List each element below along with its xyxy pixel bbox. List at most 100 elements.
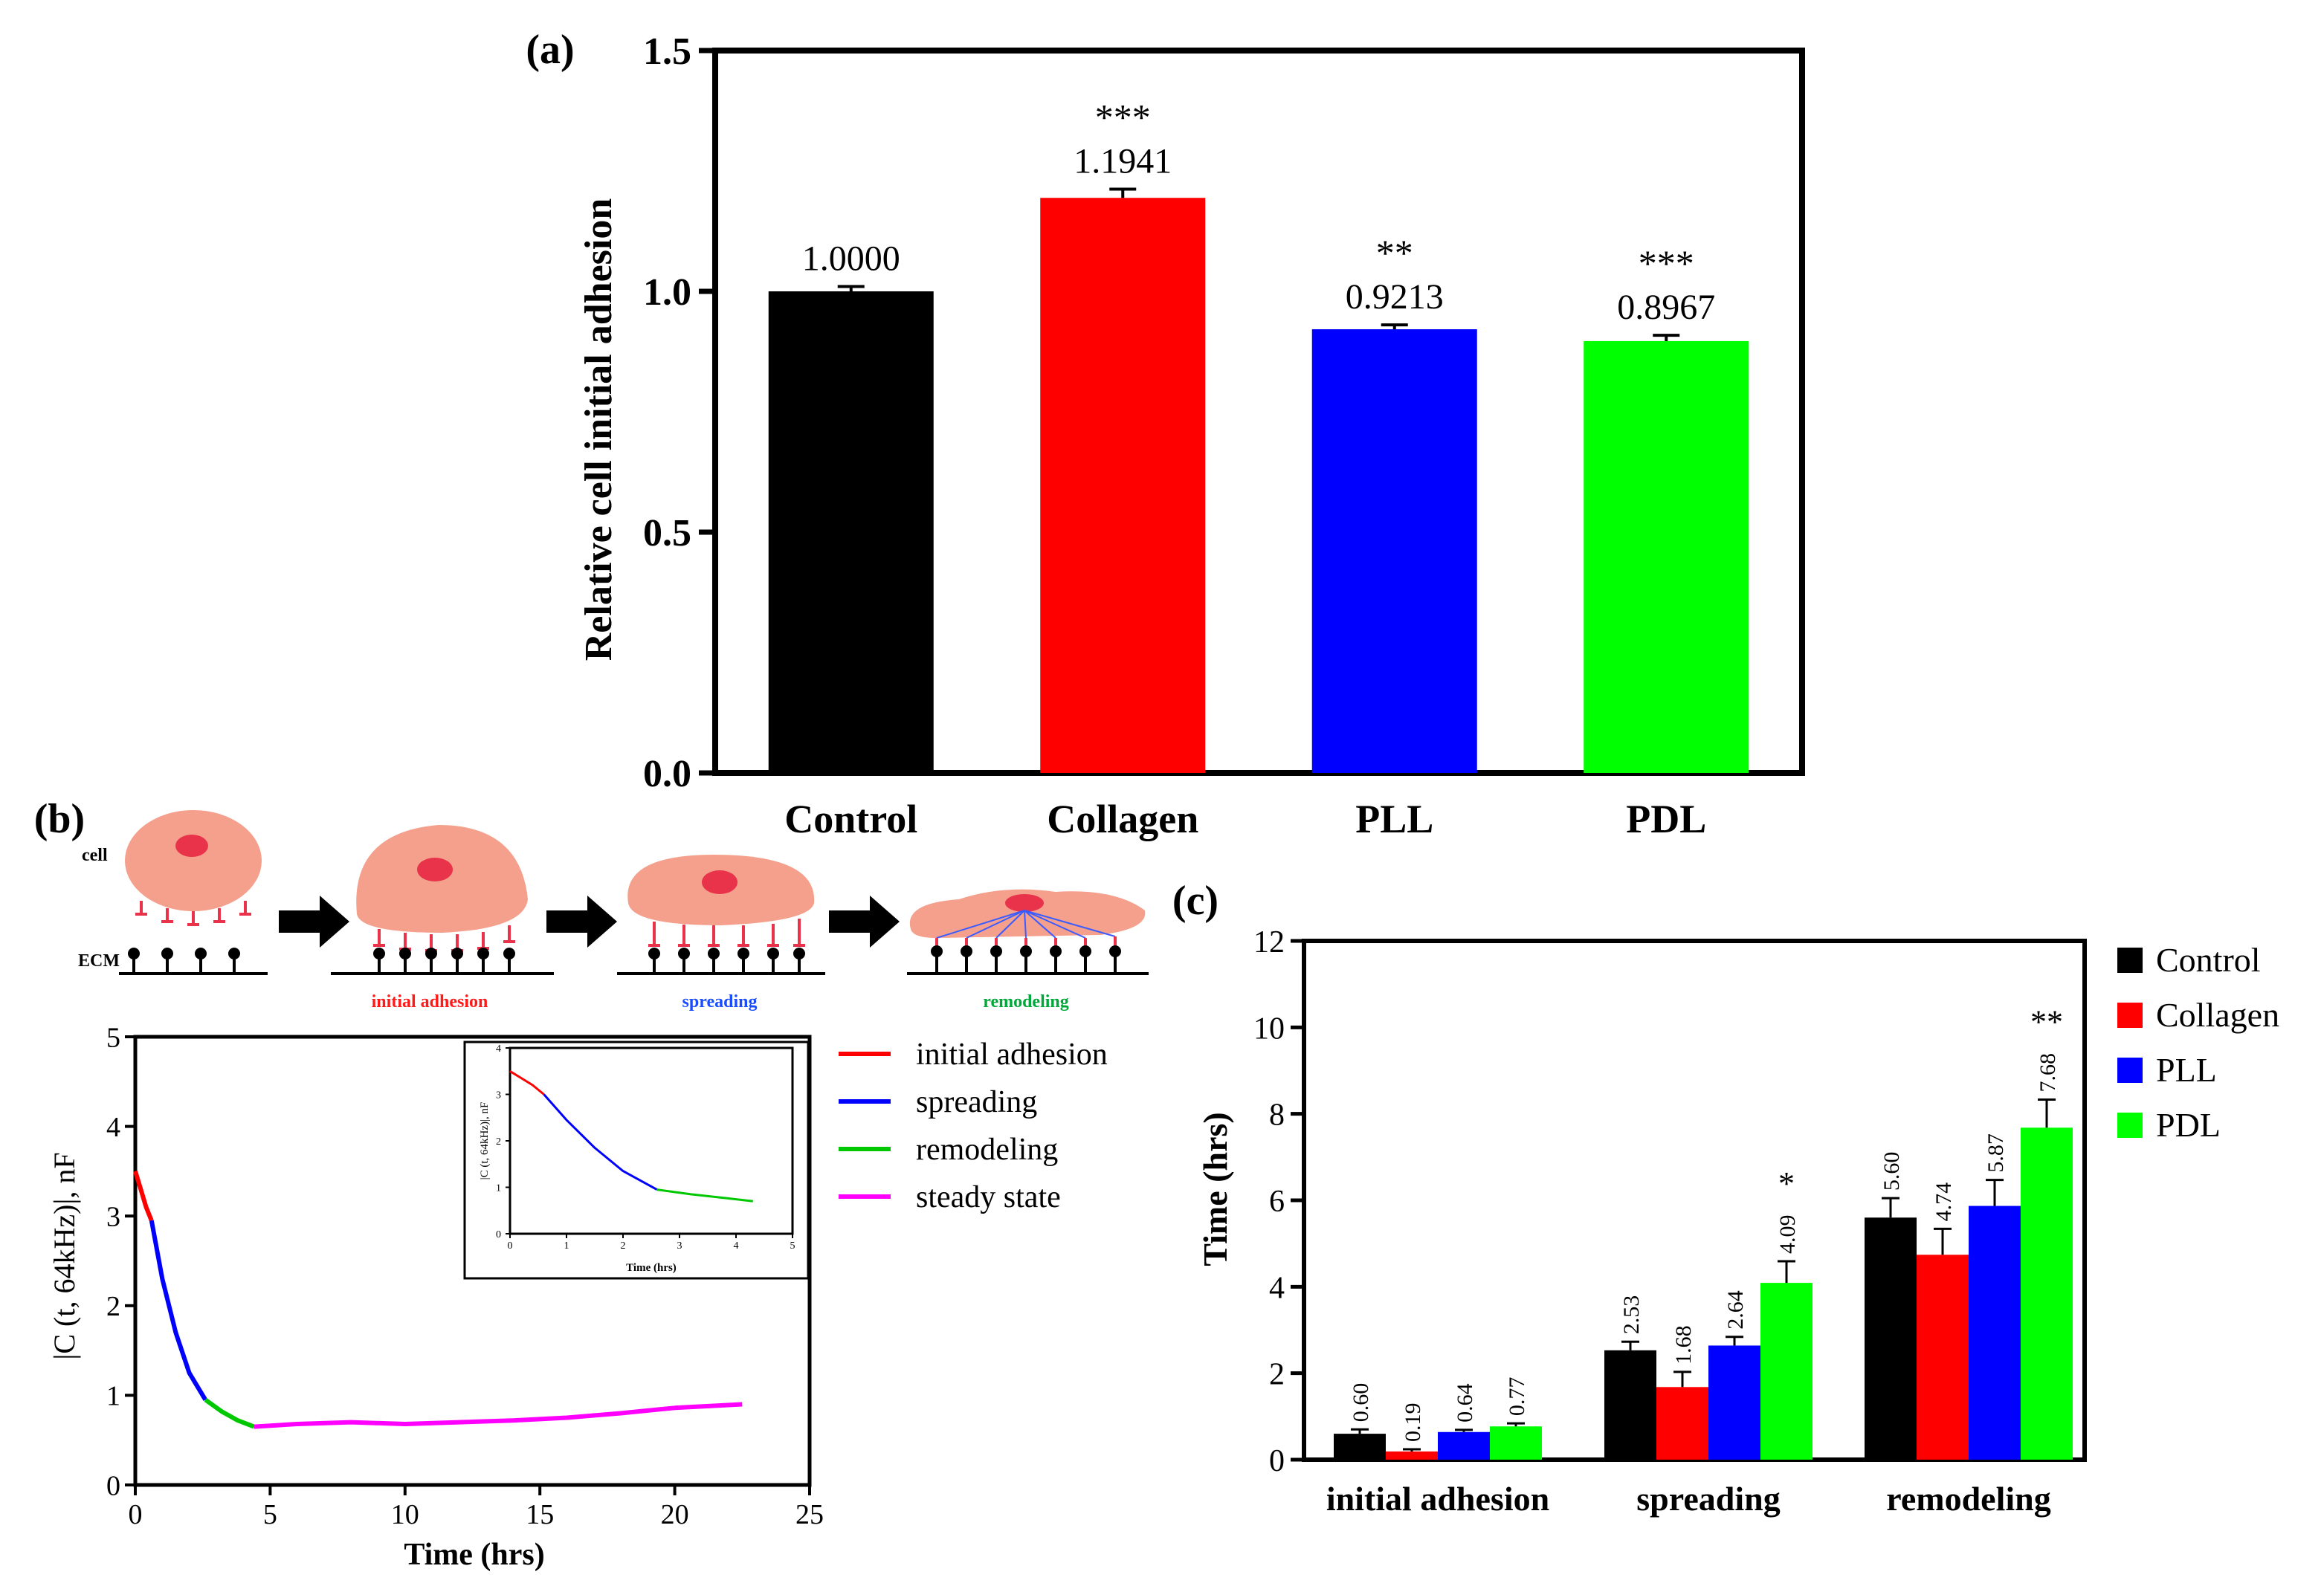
panel-a-value-label: 1.0000	[802, 239, 900, 279]
panel-b-ytick-label: 3	[106, 1202, 120, 1233]
inset-ytick-label: 1	[496, 1182, 501, 1194]
panel-a-significance: **	[1376, 232, 1413, 274]
panel-c-legend-label: PLL	[2156, 1051, 2217, 1089]
panel-c-label: (c)	[1172, 878, 1219, 924]
panel-c-legend-swatch-pdl	[2117, 1113, 2143, 1138]
panel-c-legend: Control Collagen PLL PDL	[2117, 941, 2279, 1144]
panel-c-legend-swatch-control	[2117, 948, 2143, 973]
panel-c-bar-control-initial-adhesion	[1334, 1434, 1386, 1460]
panel-c-significance: *	[1778, 1165, 1795, 1202]
panel-c-category-label: remodeling	[1886, 1480, 2050, 1518]
panel-c-value-label: 5.60	[1879, 1152, 1904, 1191]
panel-c-value-label: 5.87	[1984, 1133, 2008, 1173]
stage-spreading: spreading	[617, 855, 825, 1012]
panel-a-ytick-label: 0.0	[643, 753, 691, 795]
panel-c-bar-pll-initial-adhesion	[1438, 1431, 1490, 1460]
inset-xlabel: Time (hrs)	[626, 1262, 677, 1274]
panel-c-bar-collagen-initial-adhesion	[1386, 1451, 1438, 1460]
panel-b-ytick-label: 4	[106, 1112, 120, 1143]
panel-c-bar-collagen-remodeling	[1917, 1255, 1969, 1460]
panel-a-bar-pdl	[1584, 340, 1749, 774]
inset-ytick-label: 4	[496, 1043, 501, 1055]
cytoskeleton	[936, 910, 1116, 939]
panel-c-value-label: 1.68	[1671, 1325, 1696, 1365]
panel-b-legend-label: steady state	[916, 1180, 1061, 1214]
panel-c-legend-label: Collagen	[2156, 996, 2279, 1034]
process-schematic: cell ECM	[78, 810, 1149, 1012]
panel-c-value-label: 0.60	[1349, 1383, 1373, 1423]
panel-b-series-initial-adhesion	[133, 1171, 154, 1222]
panel-a-category-label: Control	[784, 797, 917, 841]
panel-c-legend-swatch-pll	[2117, 1058, 2143, 1083]
panel-b-xtick-label: 20	[661, 1499, 689, 1530]
panel-a-bar-control	[768, 291, 934, 773]
panel-c-category-label: initial adhesion	[1326, 1480, 1549, 1518]
panel-a-significance: ***	[1639, 242, 1694, 284]
panel-c-ytick-label: 8	[1269, 1098, 1285, 1133]
panel-c-legend-label: Control	[2156, 941, 2261, 979]
panel-c-legend-swatch-collagen	[2117, 1003, 2143, 1028]
panel-a-ytick-label: 1.0	[643, 271, 691, 314]
cell-label: cell	[82, 846, 108, 865]
inset-box	[463, 1041, 810, 1280]
panel-b-ytick-label: 0	[106, 1470, 120, 1501]
panel-c-bar-pdl-spreading	[1760, 1283, 1813, 1460]
panel-b-frame	[133, 1035, 812, 1487]
panel-c-value-label: 0.64	[1453, 1383, 1477, 1423]
panel-a: (a) Relative cell initial adhesion 0.00.…	[526, 27, 1805, 841]
panel-b-series-steady-state	[254, 1402, 743, 1429]
panel-c-value-label: 7.68	[2036, 1053, 2060, 1093]
panel-b-ytick-label: 2	[106, 1291, 120, 1322]
panel-c-value-label: 2.53	[1619, 1295, 1644, 1335]
panel-c-bar-pll-remodeling	[1969, 1205, 2021, 1460]
panel-a-bars: 1.0000 1.1941 *** 0.9213** 0.8967 ***	[768, 97, 1749, 774]
panel-b-ytick-label: 5	[106, 1022, 120, 1053]
panel-b-xlabel: Time (hrs)	[404, 1538, 544, 1572]
inset-ticks: 0 1 2 3 4 5 0 1 2 3 4	[496, 1043, 795, 1252]
panel-c-value-label: 2.64	[1723, 1290, 1748, 1330]
panel-c-bar-pdl-remodeling	[2021, 1127, 2073, 1460]
panel-a-category-label: PLL	[1355, 797, 1433, 841]
inset-ytick-label: 0	[496, 1229, 501, 1240]
panel-a-value-label: 0.9213	[1346, 277, 1444, 317]
panel-b-series-remodeling	[204, 1397, 255, 1429]
panel-a-significance: ***	[1095, 97, 1151, 138]
panel-a-xlabels: Control Collagen PLL PDL	[784, 797, 1706, 841]
panel-c-bar-pdl-initial-adhesion	[1490, 1426, 1542, 1460]
inset-xtick-label: 2	[621, 1240, 626, 1252]
panel-b-legend-label: initial adhesion	[916, 1038, 1108, 1072]
panel-c-ytick-label: 10	[1253, 1012, 1285, 1046]
panel-c-ytick-label: 6	[1269, 1185, 1285, 1219]
cell-nucleus	[702, 870, 737, 894]
panel-b-legend-label: remodeling	[916, 1133, 1058, 1167]
panel-a-category-label: Collagen	[1047, 797, 1198, 841]
panel-a-bar-collagen	[1040, 198, 1206, 773]
stage-label-initial-adhesion: initial adhesion	[372, 992, 488, 1012]
panel-a-category-label: PDL	[1626, 797, 1706, 841]
cell-nucleus	[175, 835, 208, 857]
inset-series-remodeling	[656, 1188, 753, 1203]
panel-a-bar-pll	[1311, 329, 1477, 774]
panel-c-yticks: 0 2 4 6 8 10 12	[1253, 925, 1304, 1478]
arrow-3-icon	[829, 896, 900, 948]
panel-a-value-label: 1.1941	[1074, 142, 1172, 181]
panel-c-bars: 0.60 0.19 0.64 0.77 2.53 1.68 2.64 4.09 * 5.60 4.7…	[1334, 1003, 2073, 1460]
inset-xtick-label: 3	[677, 1240, 682, 1252]
stage-remodeling: remodeling	[907, 889, 1149, 1012]
panel-b-legend: initial adhesion spreading remodeling stead…	[839, 1038, 1108, 1214]
stage-label-remodeling: remodeling	[983, 992, 1069, 1012]
inset-xtick-label: 0	[508, 1240, 513, 1252]
inset-ytick-label: 2	[496, 1136, 501, 1148]
panel-a-ytick-label: 1.5	[643, 30, 691, 73]
ecm-label: ECM	[78, 951, 120, 971]
inset-series-initial-adhesion	[509, 1070, 545, 1096]
panel-c-ylabel: Time (hrs)	[1196, 1112, 1234, 1266]
panel-c-legend-label: PDL	[2156, 1106, 2221, 1144]
panel-b: (b) cell ECM	[34, 796, 1149, 1572]
panel-a-yticks: 0.0 0.5 1.0 1.5	[643, 30, 715, 795]
panel-a-value-label: 0.8967	[1617, 288, 1715, 327]
cell-nucleus	[1005, 894, 1044, 912]
panel-b-ytick-label: 1	[106, 1381, 120, 1412]
